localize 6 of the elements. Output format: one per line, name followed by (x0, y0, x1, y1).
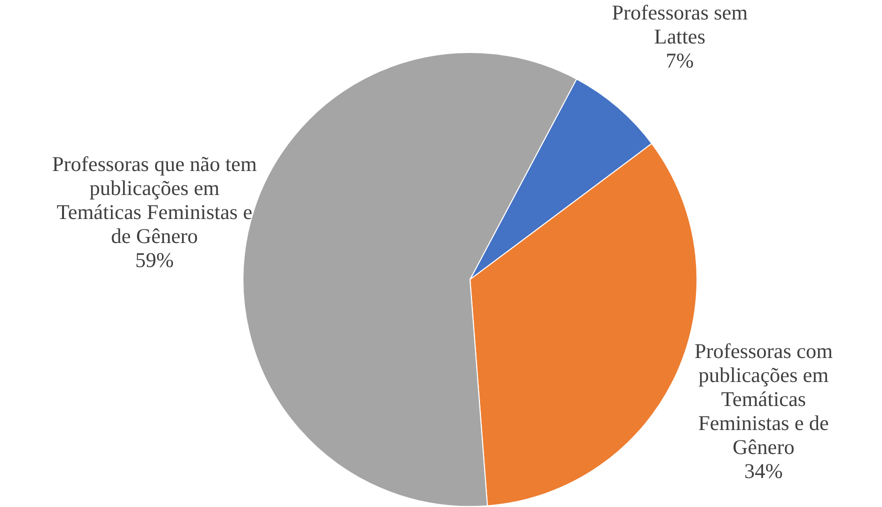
slice-label: Professoras que não tem publicações em Temáticas Feministas e de Gênero (52, 152, 257, 248)
data-label: 59% (135, 248, 174, 272)
data-label: 7% (666, 48, 694, 73)
slice-label: Professoras com publicações em Temáticas Feministas e de Gênero (694, 339, 833, 460)
slice-label: Professoras sem Lattes (612, 0, 748, 49)
data-label: 34% (744, 459, 783, 484)
